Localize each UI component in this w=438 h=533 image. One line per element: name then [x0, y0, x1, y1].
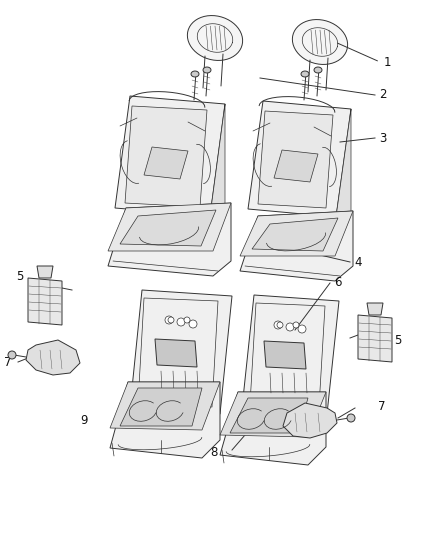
- Polygon shape: [220, 392, 326, 437]
- Polygon shape: [108, 203, 231, 276]
- Polygon shape: [240, 211, 353, 281]
- Text: 9: 9: [80, 414, 88, 426]
- Polygon shape: [110, 382, 220, 430]
- Circle shape: [286, 323, 294, 331]
- Text: 4: 4: [354, 255, 361, 269]
- Circle shape: [177, 318, 185, 326]
- Polygon shape: [120, 210, 216, 246]
- Circle shape: [168, 317, 174, 323]
- Circle shape: [189, 320, 197, 328]
- Polygon shape: [144, 147, 188, 179]
- Polygon shape: [336, 109, 351, 222]
- Circle shape: [165, 316, 173, 324]
- Text: 1: 1: [384, 55, 392, 69]
- Polygon shape: [314, 67, 322, 73]
- Polygon shape: [258, 111, 333, 208]
- Polygon shape: [191, 71, 199, 77]
- Circle shape: [8, 351, 16, 359]
- Polygon shape: [120, 388, 202, 426]
- Polygon shape: [187, 15, 243, 60]
- Polygon shape: [220, 392, 326, 465]
- Polygon shape: [125, 106, 207, 207]
- Polygon shape: [283, 403, 337, 438]
- Polygon shape: [115, 96, 225, 216]
- Polygon shape: [240, 211, 353, 256]
- Polygon shape: [358, 315, 392, 362]
- Polygon shape: [130, 290, 232, 414]
- Polygon shape: [108, 203, 231, 251]
- Polygon shape: [28, 278, 62, 325]
- Text: 5: 5: [16, 270, 23, 282]
- Circle shape: [184, 317, 190, 323]
- Polygon shape: [203, 67, 211, 73]
- Circle shape: [347, 414, 355, 422]
- Polygon shape: [274, 150, 318, 182]
- Polygon shape: [26, 340, 80, 375]
- Text: 7: 7: [378, 400, 385, 413]
- Polygon shape: [292, 20, 348, 64]
- Text: 2: 2: [379, 87, 386, 101]
- Polygon shape: [242, 295, 339, 414]
- Polygon shape: [301, 71, 309, 77]
- Text: 6: 6: [334, 276, 342, 288]
- Text: 7: 7: [4, 356, 11, 368]
- Text: 3: 3: [379, 132, 386, 144]
- Circle shape: [298, 325, 306, 333]
- Polygon shape: [230, 398, 308, 433]
- Text: 5: 5: [394, 334, 401, 346]
- Polygon shape: [210, 104, 225, 221]
- Circle shape: [293, 322, 299, 328]
- Circle shape: [274, 321, 282, 329]
- Polygon shape: [37, 266, 53, 278]
- Polygon shape: [252, 218, 338, 251]
- Circle shape: [277, 322, 283, 328]
- Polygon shape: [110, 382, 220, 458]
- Text: 8: 8: [211, 446, 218, 458]
- Polygon shape: [248, 101, 351, 217]
- Polygon shape: [367, 303, 383, 315]
- Polygon shape: [155, 339, 197, 367]
- Polygon shape: [264, 341, 306, 369]
